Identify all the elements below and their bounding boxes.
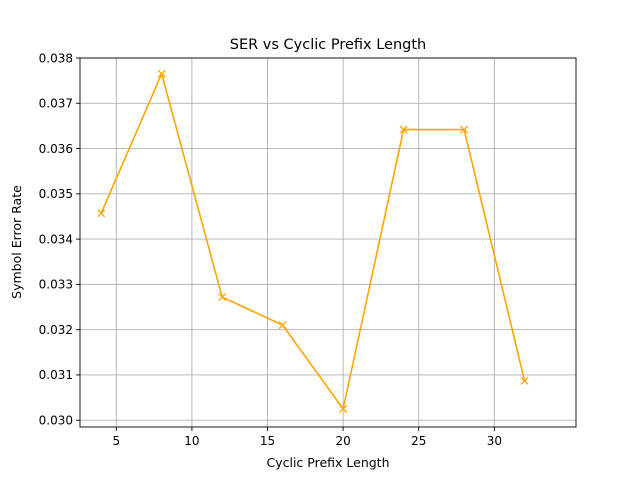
x-axis-label: Cyclic Prefix Length <box>266 455 389 470</box>
data-point <box>460 125 469 134</box>
y-tick-label: 0.034 <box>39 232 73 246</box>
y-tick-label: 0.036 <box>39 142 73 156</box>
chart-title: SER vs Cyclic Prefix Length <box>230 37 427 53</box>
x-tick-label: 30 <box>487 434 502 448</box>
data-point <box>278 321 287 330</box>
y-tick-label: 0.035 <box>39 187 73 201</box>
y-tick-label: 0.030 <box>39 414 73 428</box>
y-tick-label: 0.037 <box>39 97 73 111</box>
y-tick-label: 0.038 <box>39 51 73 65</box>
data-point <box>399 125 408 134</box>
x-axis-ticks: 5 10 15 20 25 30 <box>112 427 502 448</box>
data-point <box>218 292 227 302</box>
x-tick-label: 10 <box>184 434 199 448</box>
data-point <box>97 209 106 218</box>
y-axis-label: Symbol Error Rate <box>9 185 24 299</box>
x-tick-label: 20 <box>335 434 350 448</box>
x-tick-label: 25 <box>411 434 426 448</box>
data-point <box>520 376 529 385</box>
series-layer <box>97 69 529 413</box>
grid <box>80 57 576 427</box>
y-tick-label: 0.031 <box>39 368 73 382</box>
y-tick-label: 0.033 <box>39 278 73 292</box>
x-tick-label: 5 <box>112 434 120 448</box>
series-line <box>100 73 526 410</box>
data-point <box>157 69 166 78</box>
y-tick-label: 0.032 <box>39 323 73 337</box>
x-tick-label: 15 <box>260 434 275 448</box>
data-point <box>339 404 348 413</box>
y-axis-ticks: 0.030 0.031 0.032 0.033 0.034 0.035 0.036 0.037… <box>39 51 80 428</box>
plot-frame <box>79 57 577 428</box>
